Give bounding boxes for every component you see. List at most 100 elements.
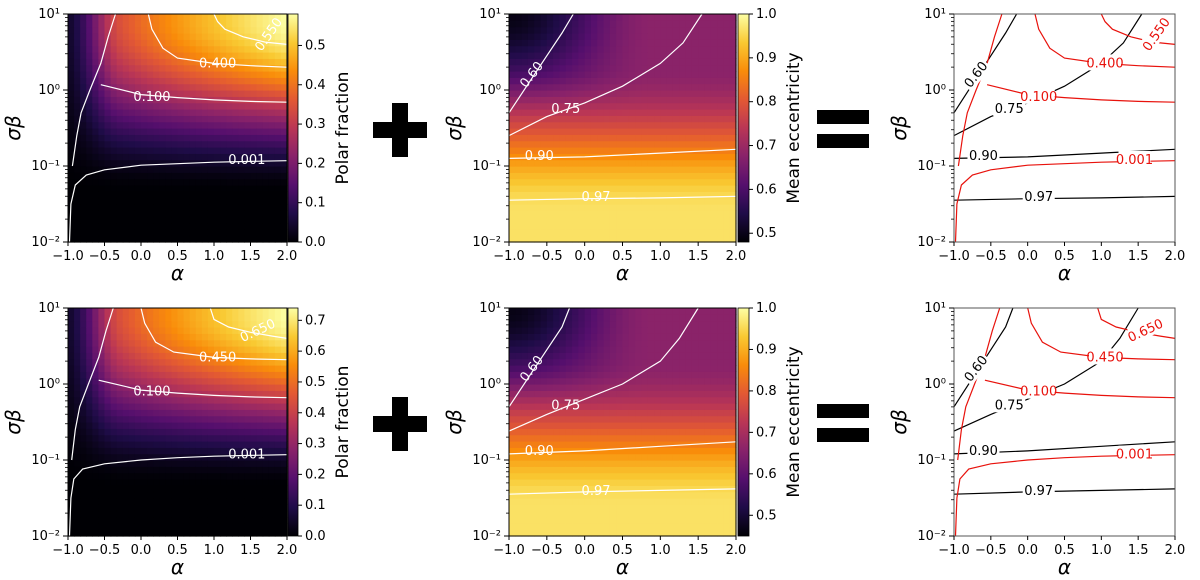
- colorbar-tick-label: 0.1: [305, 196, 326, 211]
- contour-label: 0.100: [133, 90, 170, 105]
- contour-line-0.97: [954, 489, 1175, 494]
- y-tick-label: 10¹: [924, 301, 946, 316]
- contour-label-text: 0.001: [1116, 448, 1153, 463]
- colorbar-label: Polar fraction: [333, 366, 353, 479]
- colorbar-tick-label: 0.4: [305, 406, 326, 421]
- plot-frame: [954, 14, 1175, 242]
- contour-label: 0.90: [967, 147, 999, 164]
- equals-symbol-text: =: [843, 421, 844, 423]
- plot-frame: [954, 308, 1175, 536]
- y-tick-label: 10¹: [924, 7, 946, 22]
- y-axis-label: σβ: [442, 115, 466, 141]
- contour-label-text: 0.75: [551, 398, 580, 413]
- colorbar-tick-label: 0.2: [305, 156, 326, 171]
- x-tick-label: 2.0: [277, 543, 298, 558]
- colorbar-tick-label: 0.8: [756, 384, 777, 399]
- contour-label: 0.97: [1023, 482, 1055, 499]
- colorbar-tick-label: 0.9: [756, 51, 777, 66]
- y-axis-label: σβ: [887, 115, 911, 141]
- y-tick-label: 10⁰: [479, 83, 501, 98]
- x-axis-label: α: [1058, 555, 1071, 576]
- x-tick-label: 2.0: [277, 249, 298, 264]
- x-tick-label: 1.0: [650, 249, 671, 264]
- x-tick-label: 2.0: [726, 249, 747, 264]
- x-axis-label: α: [171, 261, 184, 285]
- colorbar-label: Mean eccentricity: [784, 346, 804, 497]
- contour-label-text: 0.90: [969, 149, 998, 164]
- heatmap-cells: [509, 14, 737, 243]
- x-tick-label: −1.0: [938, 543, 970, 558]
- colorbar-tick-label: 0.2: [305, 467, 326, 482]
- y-tick-label: 10⁻²: [917, 235, 946, 250]
- x-tick-label: 2.0: [1165, 543, 1186, 558]
- x-tick-label: 1.5: [240, 543, 261, 558]
- y-tick-label: 10⁻¹: [917, 159, 946, 174]
- plus-icon-top: +: [373, 103, 427, 157]
- contour-label: 0.97: [1023, 188, 1055, 205]
- x-axis-label: α: [616, 555, 629, 576]
- colorbar-tick-label: 0.0: [305, 235, 326, 250]
- contour-label-text: 0.97: [582, 484, 611, 499]
- contour-line-0.100: [958, 14, 1002, 166]
- x-tick-label: 2.0: [726, 543, 747, 558]
- x-tick-label: −1.0: [938, 249, 970, 264]
- x-tick-label: 0.0: [574, 249, 595, 264]
- equals-symbol-text: =: [843, 127, 844, 129]
- panel-bottom-overlay: 0.600.750.900.970.0010.1000.4500.650−1.0…: [887, 301, 1185, 576]
- y-tick-label: 10⁰: [924, 377, 946, 392]
- y-tick-label: 10⁻²: [31, 529, 60, 544]
- contour-label: 0.75: [551, 102, 580, 117]
- contour-label-text: 0.400: [199, 56, 236, 71]
- contour-label: 0.90: [525, 149, 554, 164]
- contour-label: 0.001: [228, 153, 265, 168]
- x-tick-label: −0.5: [89, 543, 121, 558]
- y-tick-label: 10¹: [479, 7, 501, 22]
- contour-label: 0.97: [582, 190, 611, 205]
- x-tick-label: 1.0: [1091, 543, 1112, 558]
- colorbar-tick-label: 0.8: [756, 95, 777, 110]
- y-tick-label: 10⁰: [38, 83, 60, 98]
- colorbar-tick-label: 0.5: [756, 226, 777, 241]
- contour-line-0.100: [985, 380, 1175, 398]
- heatmap-cells: [509, 308, 737, 537]
- contour-line-0.97: [954, 196, 1175, 200]
- colorbar-tick-label: 0.6: [756, 182, 777, 197]
- x-tick-label: 1.0: [204, 249, 225, 264]
- x-tick-label: 1.0: [204, 543, 225, 558]
- y-axis-label: σβ: [442, 409, 466, 435]
- y-tick-label: 10⁻¹: [472, 453, 501, 468]
- equals-icon-bottom: =: [817, 404, 869, 442]
- contour-label: 0.400: [199, 56, 236, 71]
- contour-label: 0.90: [967, 442, 999, 459]
- colorbar-tick-label: 1.0: [756, 7, 777, 22]
- contour-label-text: 0.75: [995, 398, 1024, 413]
- contour-label: 0.400: [1086, 54, 1123, 71]
- contour-label: 0.550: [1139, 14, 1174, 54]
- x-tick-label: −0.5: [975, 249, 1007, 264]
- colorbar-tick-label: 0.0: [305, 529, 326, 544]
- y-tick-label: 10⁰: [479, 377, 501, 392]
- contour-label: 0.001: [228, 448, 265, 463]
- x-axis-label: α: [1058, 261, 1071, 285]
- contour-line-0.001: [956, 455, 1176, 536]
- contour-label-text: 0.550: [1140, 15, 1174, 54]
- x-tick-label: −1.0: [52, 249, 84, 264]
- colorbar-tick-label: 0.6: [305, 344, 326, 359]
- x-tick-label: 0.0: [574, 543, 595, 558]
- x-tick-label: 0.0: [131, 543, 152, 558]
- y-axis-label: σβ: [1, 115, 25, 141]
- panel-top-overlay: 0.600.750.900.970.0010.1000.4000.550−1.0…: [887, 7, 1185, 285]
- contour-label-text: 0.001: [228, 448, 265, 463]
- y-tick-label: 10⁻¹: [31, 453, 60, 468]
- x-tick-label: −1.0: [52, 543, 84, 558]
- contour-label: 0.450: [1086, 348, 1123, 365]
- y-tick-label: 10⁻¹: [917, 453, 946, 468]
- contour-label: 0.450: [199, 350, 236, 365]
- equals-icon-top: =: [817, 110, 869, 148]
- contour-label-text: 0.90: [525, 444, 554, 459]
- contour-label-text: 0.75: [551, 102, 580, 117]
- contour-label: 0.100: [133, 385, 170, 400]
